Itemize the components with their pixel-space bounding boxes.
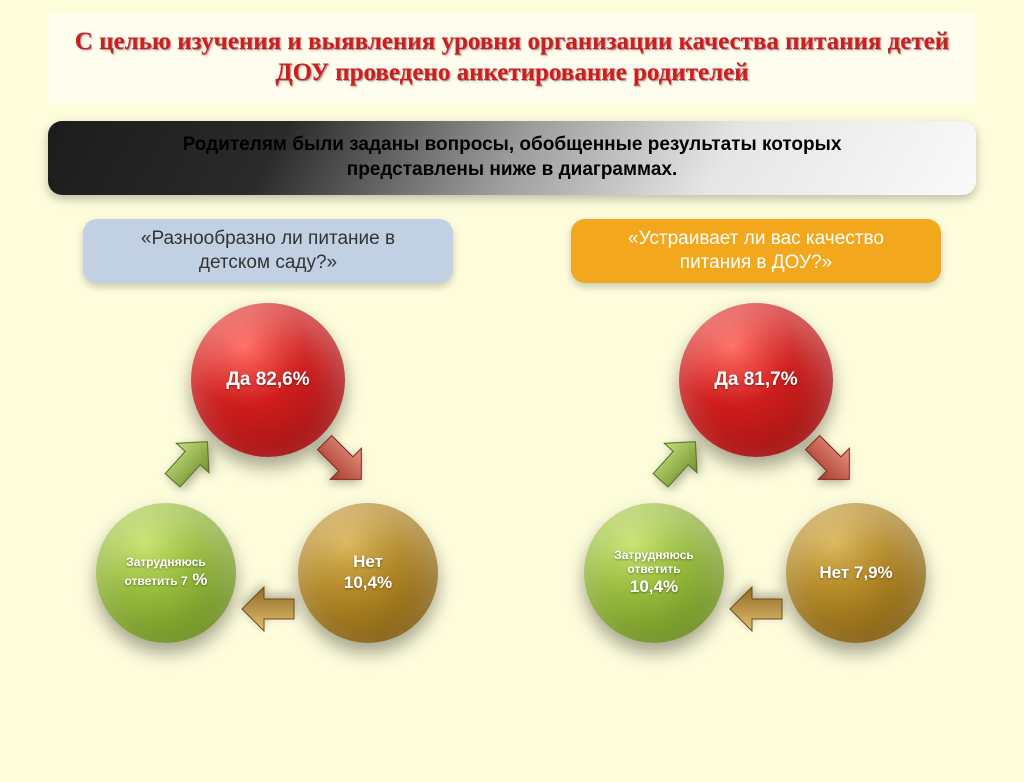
node-unsure-right-l1: Затрудняюсь bbox=[614, 548, 694, 562]
node-unsure-right-l2: ответить bbox=[614, 562, 694, 576]
subtitle-bar: Родителям были заданы вопросы, обобщенны… bbox=[48, 121, 976, 195]
question-box-left: «Разнообразно ли питание в детском саду?… bbox=[83, 219, 453, 283]
subtitle-text: Родителям были заданы вопросы, обобщенны… bbox=[168, 133, 856, 182]
node-no-right: Нет 7,9% bbox=[786, 503, 926, 643]
node-unsure-left-l1: Затрудняюсь bbox=[124, 555, 207, 569]
node-no-right-label: Нет 7,9% bbox=[819, 563, 892, 583]
node-no-left: Нет 10,4% bbox=[298, 503, 438, 643]
node-yes-right-label: Да 81,7% bbox=[714, 369, 797, 391]
columns: «Разнообразно ли питание в детском саду?… bbox=[0, 219, 1024, 703]
question-left-text: «Разнообразно ли питание в детском саду?… bbox=[107, 227, 429, 275]
arrow-right-left-right bbox=[726, 581, 786, 637]
node-unsure-left: Затрудняюсь ответить 7 % bbox=[96, 503, 236, 643]
cycle-diagram-left: Да 82,6% Нет 10,4% Затрудняюсь ответить … bbox=[68, 303, 468, 703]
node-unsure-left-l2: ответить 7 bbox=[124, 574, 187, 588]
node-unsure-right-l3: 10,4% bbox=[614, 577, 694, 597]
node-yes-left: Да 82,6% bbox=[191, 303, 345, 457]
page-title: С целью изучения и выявления уровня орга… bbox=[48, 14, 976, 103]
question-box-right: «Устраивает ли вас качество питания в ДО… bbox=[571, 219, 941, 283]
node-yes-right: Да 81,7% bbox=[679, 303, 833, 457]
column-left: «Разнообразно ли питание в детском саду?… bbox=[48, 219, 488, 703]
node-unsure-left-suffix: % bbox=[188, 570, 208, 589]
column-right: «Устраивает ли вас качество питания в ДО… bbox=[536, 219, 976, 703]
cycle-diagram-right: Да 81,7% Нет 7,9% Затрудняюсь ответить 1… bbox=[556, 303, 956, 703]
node-no-left-bottom: 10,4% bbox=[344, 573, 392, 593]
question-right-text: «Устраивает ли вас качество питания в ДО… bbox=[595, 227, 917, 275]
arrow-right-left-left bbox=[238, 581, 298, 637]
node-unsure-right: Затрудняюсь ответить 10,4% bbox=[584, 503, 724, 643]
node-no-left-top: Нет bbox=[344, 552, 392, 572]
node-yes-left-label: Да 82,6% bbox=[226, 369, 309, 391]
